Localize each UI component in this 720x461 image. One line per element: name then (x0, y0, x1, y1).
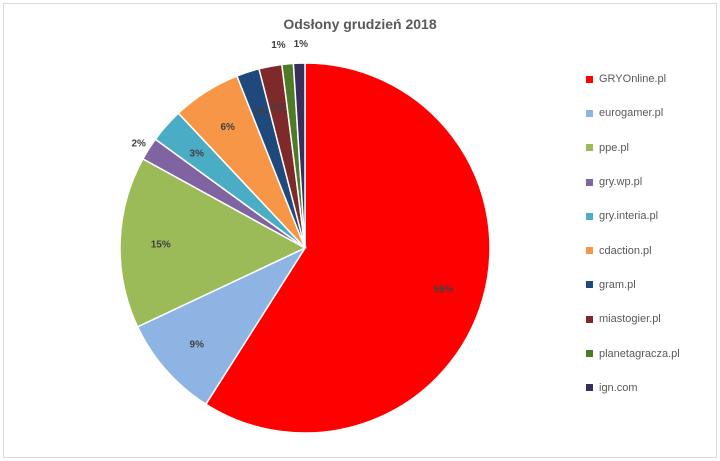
legend-label: GRYOnline.pl (599, 73, 667, 86)
data-label: 6% (220, 122, 235, 133)
data-label: 2% (271, 102, 286, 113)
chart-area: Odsłony grudzień 2018 59% 9% 15% 2% 3% 6% 2% 2%… (3, 3, 717, 458)
chart-title: Odsłony grudzień 2018 (283, 16, 437, 32)
legend-swatch (586, 144, 593, 152)
legend-label: miastogier.pl (599, 313, 661, 326)
data-label: 1% (271, 40, 286, 51)
data-label: 59% (434, 284, 454, 295)
legend-item: ppe.pl (586, 131, 680, 165)
legend-label: ppe.pl (599, 141, 629, 154)
legend-item: cdaction.pl (586, 233, 680, 267)
data-label: 1% (294, 39, 309, 50)
data-label: 2% (253, 107, 268, 118)
slice-ppe.pl (119, 157, 307, 328)
legend: GRYOnline.pl eurogamer.pl ppe.pl gry.wp.pl g… (586, 62, 680, 405)
legend-label: gry.wp.pl (599, 176, 643, 189)
legend-label: gram.pl (599, 278, 636, 291)
legend-label: ign.com (599, 381, 638, 394)
legend-label: planetagracza.pl (599, 347, 680, 360)
slice-eurogamer.pl (136, 246, 308, 406)
legend-swatch (586, 75, 593, 83)
legend-swatch (586, 247, 593, 255)
legend-swatch (586, 212, 593, 220)
legend-item: GRYOnline.pl (586, 62, 680, 96)
legend-item: planetagracza.pl (586, 336, 680, 370)
legend-swatch (586, 384, 593, 392)
data-label: 2% (131, 138, 146, 149)
legend-item: miastogier.pl (586, 302, 680, 336)
legend-item: gry.interia.pl (586, 199, 680, 233)
legend-item: gry.wp.pl (586, 165, 680, 199)
data-label: 15% (151, 239, 171, 250)
legend-label: cdaction.pl (599, 244, 652, 257)
slice-GRYOnline.pl (204, 62, 491, 434)
legend-swatch (586, 281, 593, 289)
legend-swatch (586, 109, 593, 117)
pie-chart: 59%9%15%2%3%6%2% 2%1% 1% (119, 39, 491, 434)
legend-swatch (586, 315, 593, 323)
slice-ign.com (292, 62, 306, 249)
legend-swatch (586, 350, 593, 358)
legend-label: gry.interia.pl (599, 210, 659, 223)
data-label: 9% (190, 339, 205, 350)
legend-label: eurogamer.pl (599, 107, 664, 120)
legend-item: eurogamer.pl (586, 96, 680, 130)
legend-item: ign.com (586, 371, 680, 405)
legend-swatch (586, 178, 593, 186)
data-label: 3% (190, 149, 205, 160)
legend-item: gram.pl (586, 268, 680, 302)
